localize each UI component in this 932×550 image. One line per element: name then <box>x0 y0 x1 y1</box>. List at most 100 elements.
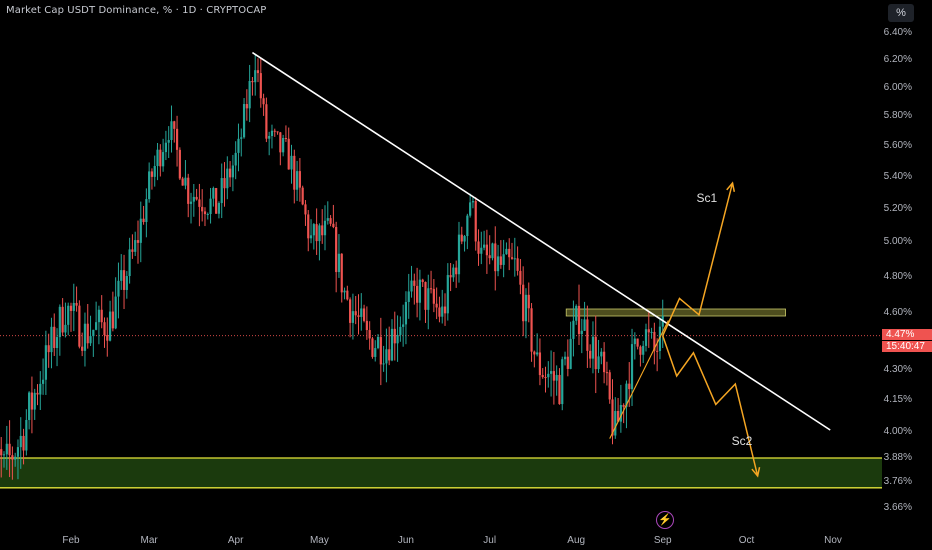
candle <box>114 296 117 329</box>
candle <box>100 309 103 323</box>
candle <box>469 202 472 216</box>
candle <box>19 435 22 448</box>
candle <box>583 319 586 331</box>
candle <box>374 348 377 357</box>
candle <box>83 323 87 351</box>
candle <box>309 235 313 239</box>
candle <box>326 218 329 221</box>
candle <box>128 249 131 277</box>
candle <box>491 243 494 259</box>
candle <box>441 306 444 317</box>
candle <box>435 303 438 308</box>
candle <box>162 152 165 167</box>
percent-scale-button[interactable]: % <box>888 4 914 22</box>
candle <box>64 324 67 333</box>
candle <box>156 149 159 166</box>
candle <box>164 142 168 153</box>
candle <box>413 280 416 286</box>
candle <box>318 225 321 242</box>
candle <box>594 336 597 370</box>
support-trendline <box>609 320 669 439</box>
y-tick-label: 5.60% <box>884 140 912 151</box>
current-price-label: 4.47% <box>882 328 932 340</box>
candle <box>290 155 293 170</box>
candle <box>650 331 653 333</box>
candle <box>603 351 606 373</box>
candle <box>354 311 357 316</box>
candle <box>577 305 581 335</box>
candle <box>0 449 3 456</box>
candle <box>530 308 533 352</box>
y-tick-label: 3.66% <box>884 502 912 513</box>
candle <box>519 270 522 285</box>
candle <box>541 375 544 378</box>
candle <box>357 315 360 317</box>
candle <box>134 240 137 252</box>
candle <box>591 336 595 359</box>
candle <box>72 302 75 311</box>
candle <box>463 236 466 242</box>
resistance-trendline <box>251 51 831 431</box>
flash-icon[interactable]: ⚡ <box>656 511 674 529</box>
candle <box>245 104 248 109</box>
candle <box>234 152 237 166</box>
candle <box>429 288 433 290</box>
x-tick-label: Apr <box>228 535 244 546</box>
candle <box>332 223 335 228</box>
y-axis: 6.40% 6.20% 6.00% 5.80% 5.60% 5.40% 5.20% 5.00%… <box>884 27 912 513</box>
candle <box>167 140 170 143</box>
candle <box>558 374 561 405</box>
candle <box>589 350 592 359</box>
candle <box>474 201 477 242</box>
scenario-arrowhead <box>726 181 736 192</box>
candle <box>69 305 73 311</box>
zones <box>0 308 882 489</box>
candle <box>630 344 634 390</box>
candle <box>513 258 516 260</box>
candle <box>75 302 78 306</box>
candle <box>586 319 589 351</box>
y-tick-label: 5.40% <box>884 171 912 182</box>
candle <box>362 308 366 321</box>
candle <box>120 270 123 281</box>
x-tick-label: May <box>310 535 329 546</box>
candle <box>187 177 190 204</box>
candle <box>388 349 391 361</box>
candle <box>379 336 382 365</box>
candle <box>616 410 620 422</box>
chart-title: Market Cap USDT Dominance, % · 1D · CRYP… <box>6 5 267 16</box>
candle <box>494 243 497 272</box>
candle <box>544 377 547 379</box>
candle <box>653 331 656 351</box>
candle <box>600 351 603 357</box>
candle <box>457 234 461 275</box>
candle <box>622 404 625 407</box>
candle <box>173 121 176 129</box>
y-tick-label: 6.40% <box>884 27 912 38</box>
candle <box>295 171 299 190</box>
candle <box>418 279 422 303</box>
scenario-label: Sc2 <box>732 434 753 448</box>
candle <box>28 392 31 420</box>
candle <box>407 291 410 302</box>
candle <box>410 280 413 292</box>
candle <box>81 346 84 351</box>
candle <box>175 128 179 150</box>
candle <box>575 305 578 321</box>
candle <box>477 241 480 254</box>
x-tick-label: Nov <box>824 535 842 546</box>
candle <box>192 196 195 202</box>
candle <box>189 201 193 204</box>
candle <box>78 305 81 347</box>
candle <box>633 338 636 345</box>
candle <box>376 336 380 349</box>
candle <box>432 288 435 304</box>
candle <box>131 249 134 252</box>
candle <box>2 454 6 456</box>
candle <box>538 352 542 376</box>
candle <box>44 345 47 380</box>
candle <box>307 214 310 239</box>
bar-countdown-label: 15:40:47 <box>882 340 932 352</box>
candle <box>251 81 254 83</box>
